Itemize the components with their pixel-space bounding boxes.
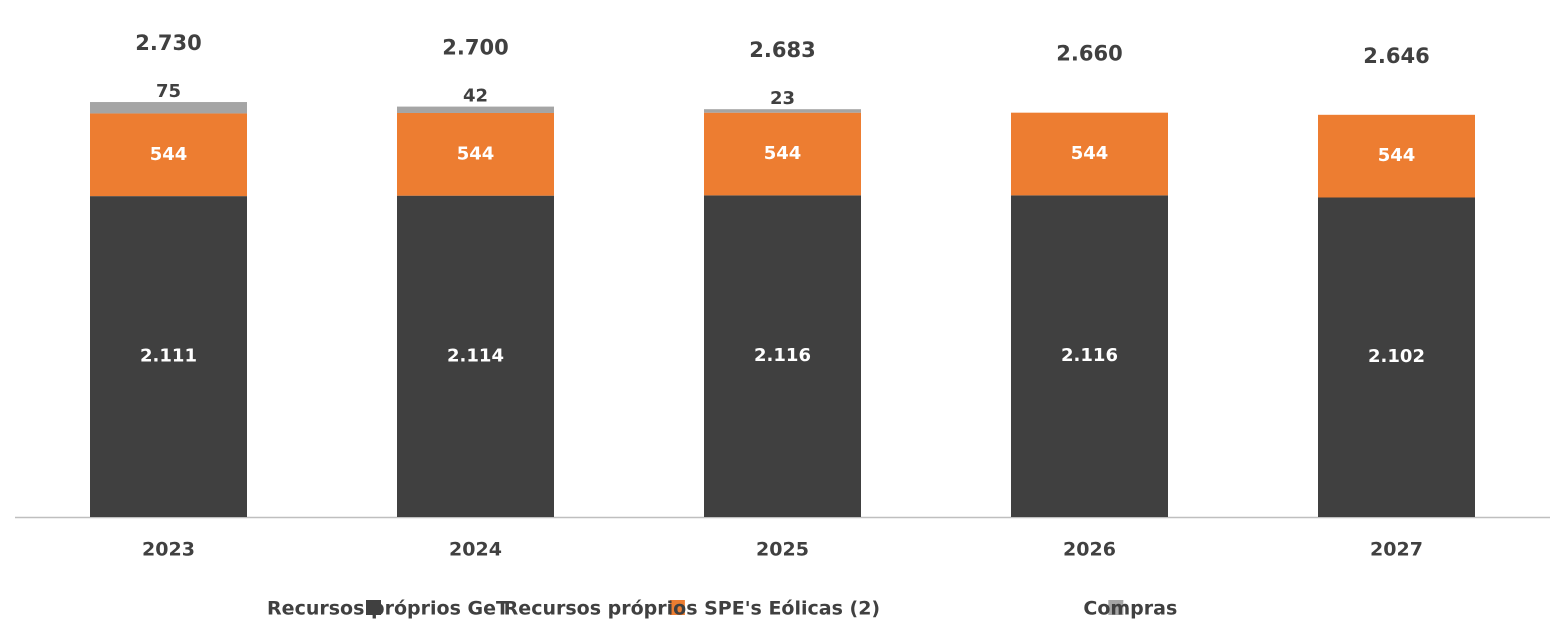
- bar-segment: [90, 196, 247, 518]
- bar-segment: [704, 112, 861, 196]
- data-label: 544: [457, 143, 495, 164]
- bar-segment: [397, 106, 554, 113]
- bar-segment: [1011, 195, 1168, 518]
- legend-swatch: [366, 600, 381, 615]
- bar-segment: [1011, 112, 1168, 196]
- data-label: 2.116: [1061, 345, 1118, 366]
- bar-segment: [397, 112, 554, 196]
- data-label: 544: [764, 143, 802, 164]
- data-label: 544: [1378, 145, 1416, 166]
- data-label: 75: [156, 81, 181, 102]
- legend-label: Recursos próprios SPE's Eólicas (2): [504, 598, 880, 620]
- data-label: 2.111: [140, 346, 197, 367]
- legend-swatch: [1108, 600, 1124, 615]
- legend-label: Compras: [1083, 598, 1177, 620]
- data-label: 544: [1071, 143, 1109, 164]
- data-label: 42: [463, 86, 488, 107]
- legend-label: Recursos próprios GeT: [267, 598, 509, 620]
- total-label: 2.730: [135, 31, 201, 55]
- bar-segment: [1318, 114, 1475, 198]
- x-tick-label: 2023: [142, 539, 195, 561]
- bar-segment: [704, 195, 861, 518]
- total-label: 2.660: [1056, 42, 1122, 66]
- data-label: 544: [150, 144, 188, 165]
- total-label: 2.646: [1363, 44, 1429, 68]
- x-tick-label: 2027: [1370, 539, 1423, 561]
- bar-segment: [397, 195, 554, 517]
- x-tick-label: 2026: [1063, 539, 1116, 561]
- data-label: 2.114: [447, 345, 504, 366]
- total-label: 2.683: [749, 38, 815, 62]
- bar-segment: [704, 109, 861, 113]
- bar-segment: [90, 102, 247, 114]
- x-tick-label: 2025: [756, 539, 809, 561]
- data-label: 23: [770, 88, 795, 109]
- legend-swatch: [669, 600, 685, 615]
- data-label: 2.102: [1368, 346, 1425, 367]
- data-label: 2.116: [754, 345, 811, 366]
- bar-segment: [1318, 197, 1475, 517]
- total-label: 2.700: [442, 36, 508, 60]
- x-tick-label: 2024: [449, 539, 502, 561]
- bar-segment: [90, 113, 247, 197]
